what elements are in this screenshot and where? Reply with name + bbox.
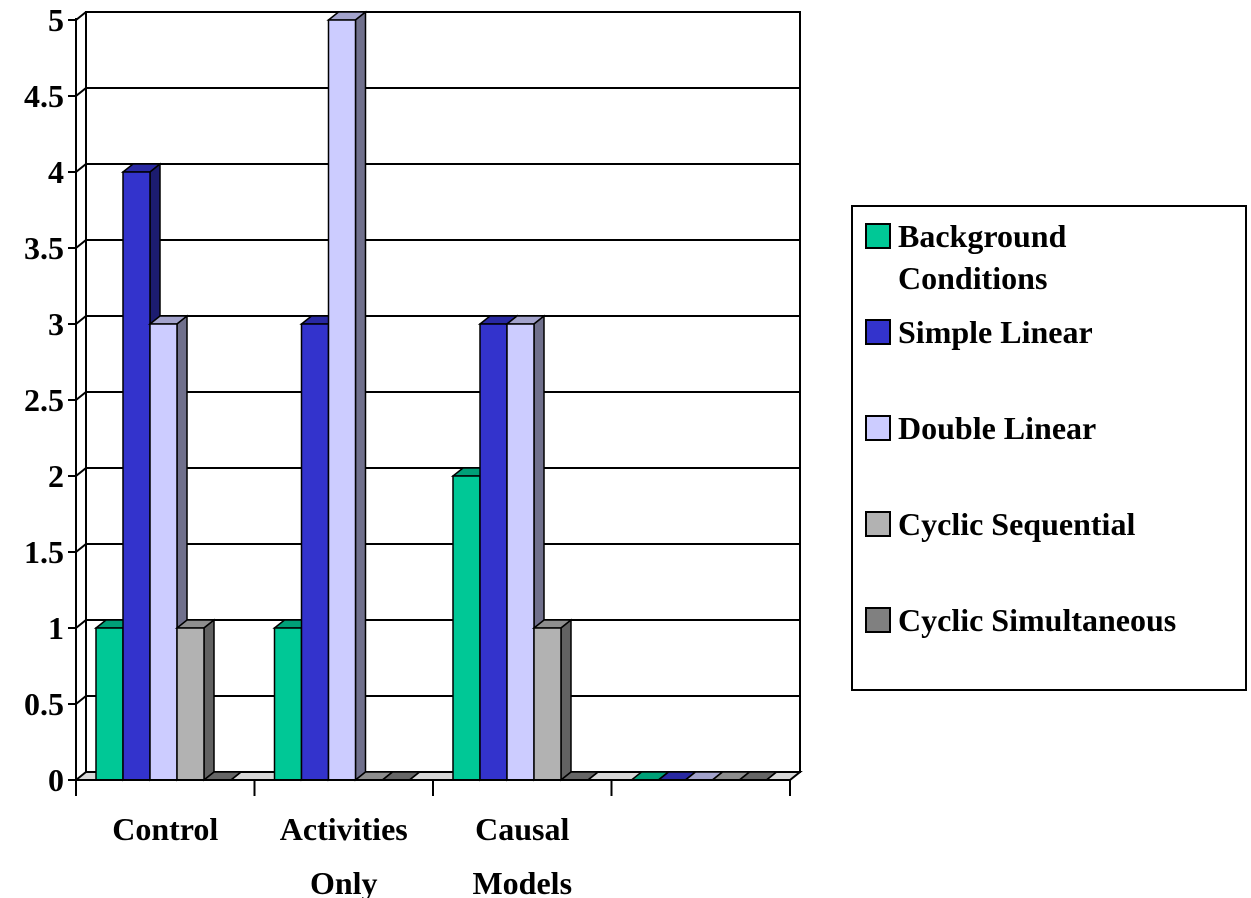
legend-label: Cyclic Sequential	[898, 506, 1135, 542]
gridline	[75, 467, 800, 477]
gridline	[75, 87, 800, 97]
category-labels: Control Activities Only Causal Models	[112, 811, 572, 898]
y-tick-label: 2	[48, 458, 64, 494]
bar	[326, 10, 368, 782]
y-tick-labels: 0 0.5 1 1.5 2 2.5 3 3.5 4 4.5 5	[24, 2, 64, 798]
y-tick-label: 3.5	[24, 230, 64, 266]
legend-label: Double Linear	[898, 410, 1096, 446]
y-tick-label: 3	[48, 306, 64, 342]
bar	[174, 618, 217, 782]
legend-swatch	[865, 223, 891, 249]
gridline	[75, 239, 800, 249]
bar	[737, 771, 779, 781]
category-label: Control	[112, 811, 218, 847]
y-tick-label: 0	[48, 762, 64, 798]
legend-swatch	[865, 511, 891, 537]
y-tick-label: 1.5	[24, 534, 64, 570]
legend-label: Cyclic Simultaneous	[898, 602, 1176, 638]
y-tick-label: 4.5	[24, 78, 64, 114]
legend: Background Conditions Simple Linear Double …	[851, 205, 1247, 691]
category-label: Models	[472, 865, 572, 898]
category-label: Activities	[280, 811, 408, 847]
y-tick-label: 5	[48, 2, 64, 38]
y-tick-label: 4	[48, 154, 64, 190]
legend-swatch	[865, 607, 891, 633]
y-tick-label: 2.5	[24, 382, 64, 418]
gridline	[75, 315, 800, 325]
gridline	[75, 163, 800, 173]
category-label: Only	[310, 865, 378, 898]
category-label: Causal	[475, 811, 569, 847]
bar	[531, 618, 574, 782]
bars	[93, 10, 779, 782]
legend-label: Conditions	[898, 260, 1047, 296]
gridlines	[75, 11, 800, 705]
gridline	[75, 11, 800, 21]
legend-box	[851, 205, 1247, 691]
legend-swatch	[865, 415, 891, 441]
y-tick-label: 1	[48, 610, 64, 646]
y-tick-label: 0.5	[24, 686, 64, 722]
gridline	[75, 543, 800, 553]
legend-label: Background	[898, 218, 1067, 254]
legend-swatch	[865, 319, 891, 345]
axes	[68, 18, 791, 796]
legend-label: Simple Linear	[898, 314, 1093, 350]
gridline	[75, 391, 800, 401]
